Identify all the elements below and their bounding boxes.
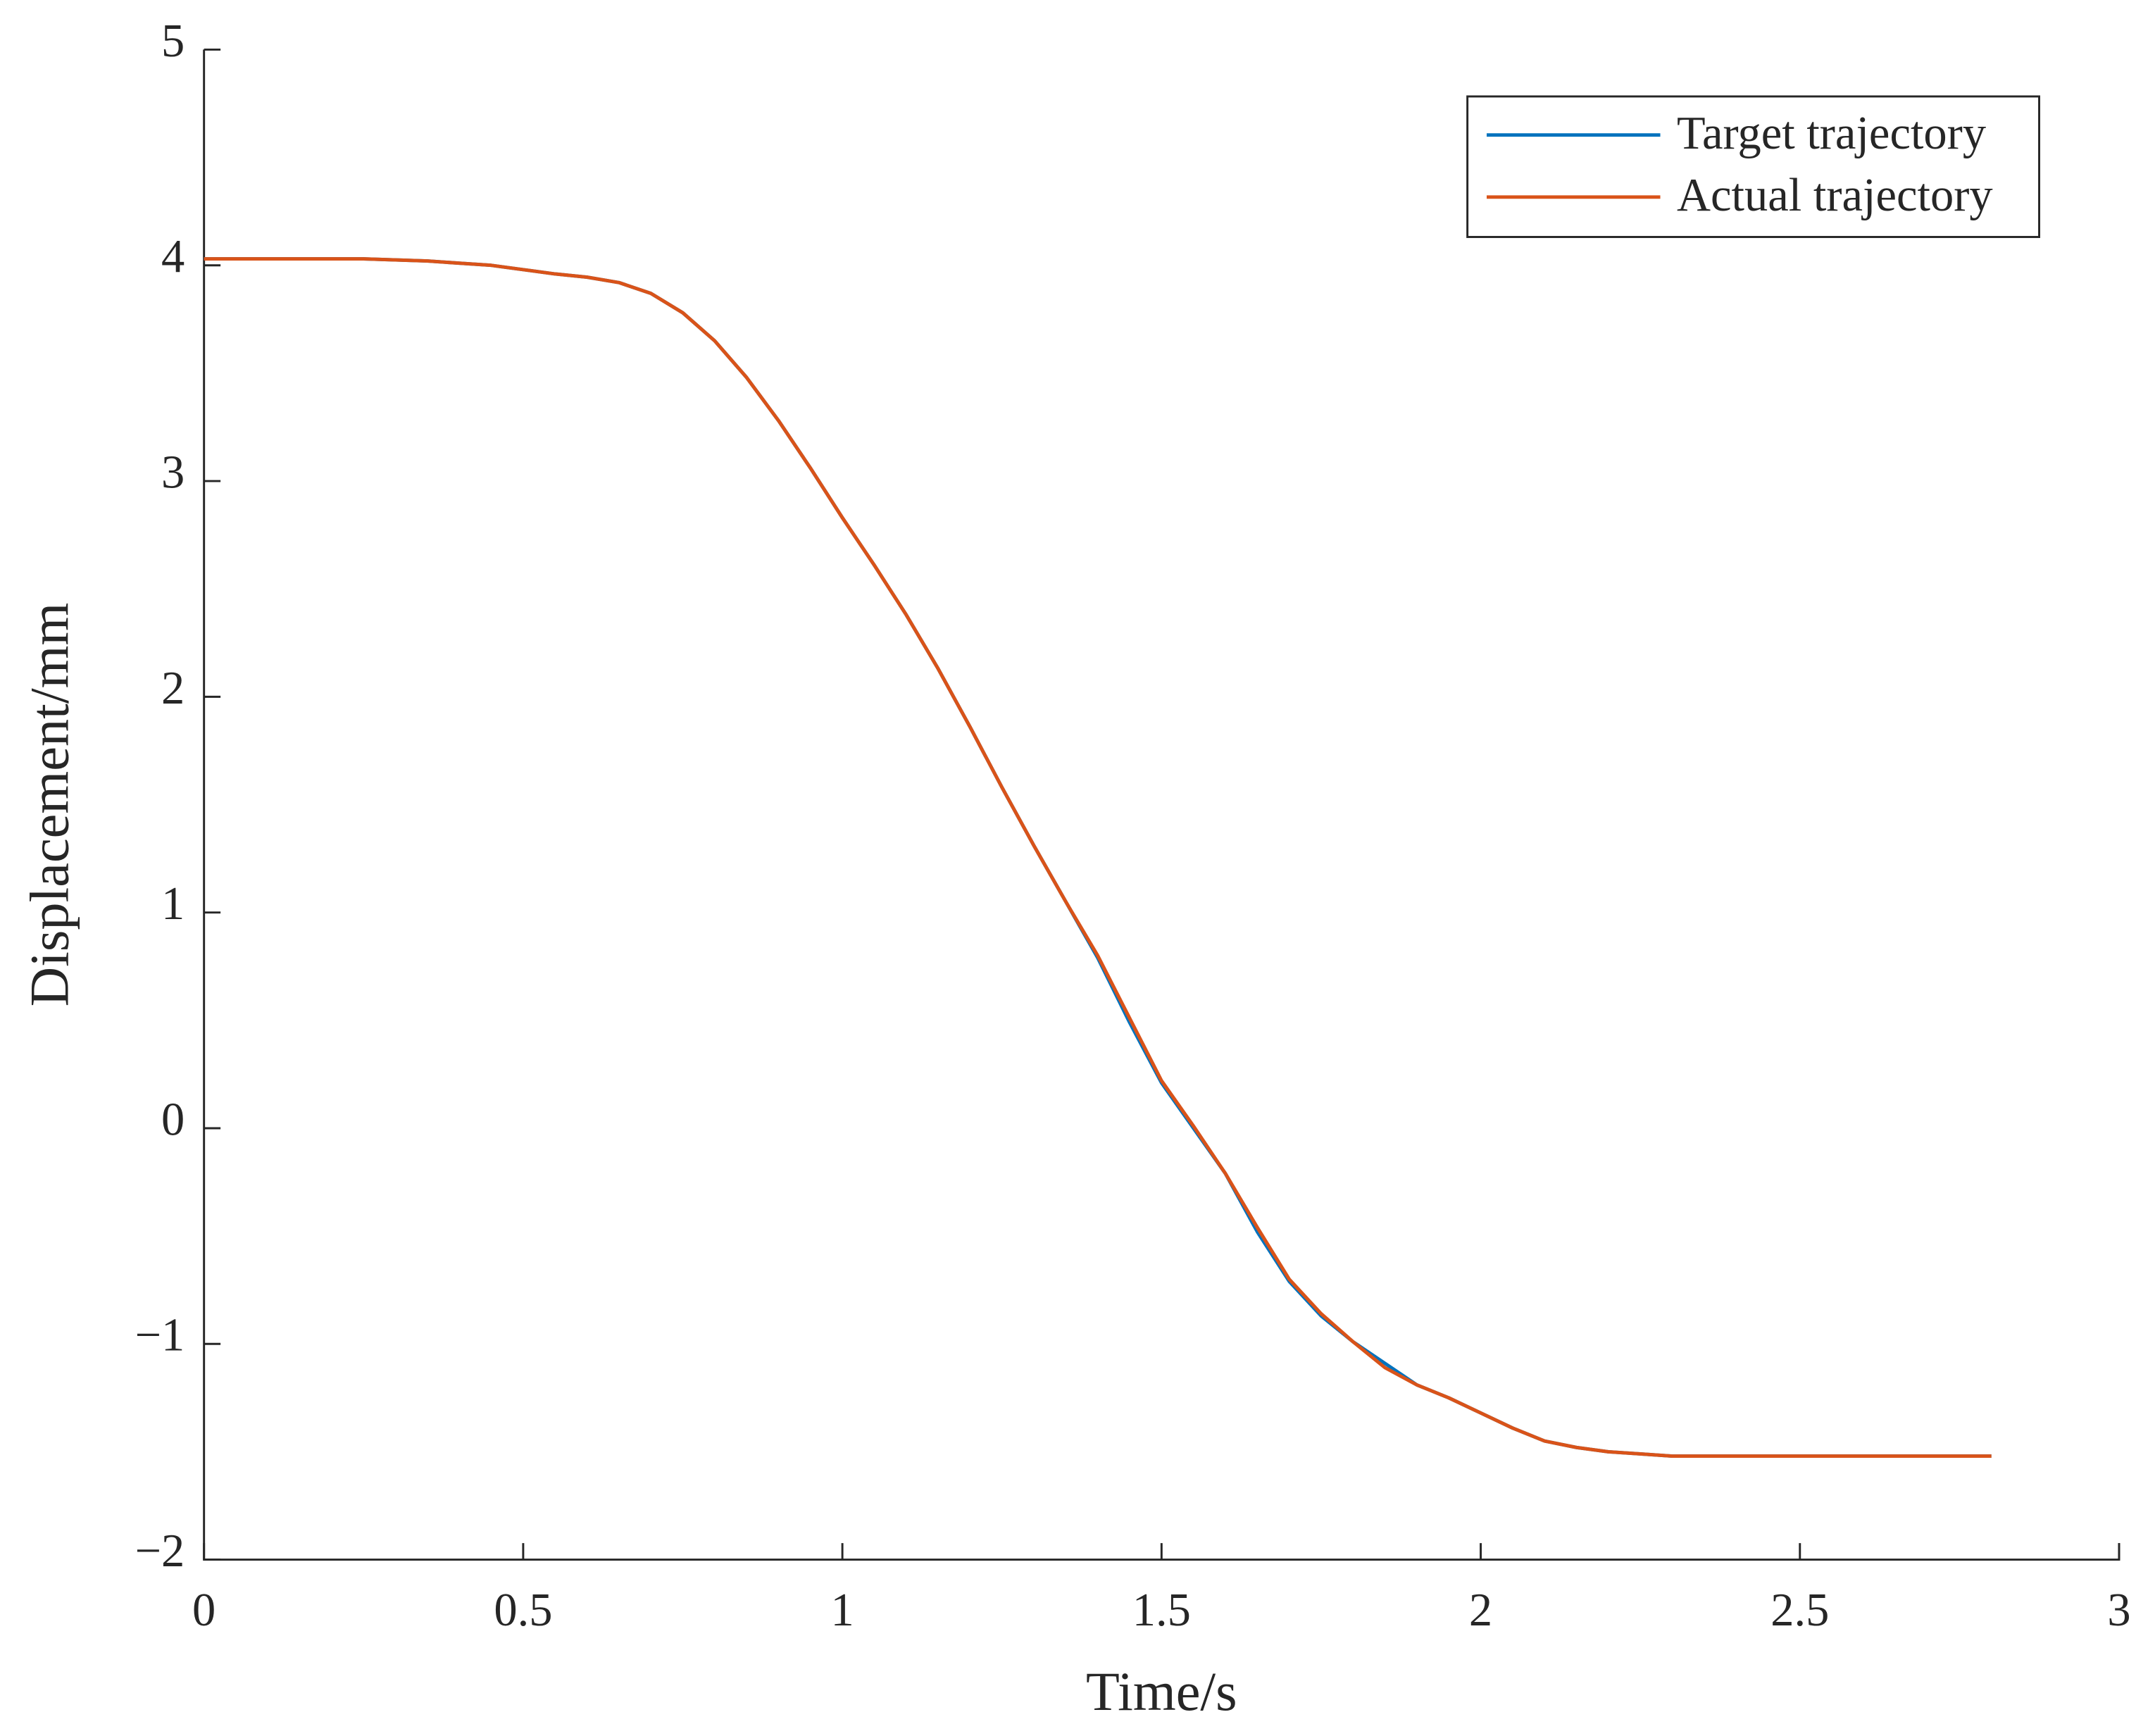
- data-line: [204, 257, 1992, 1459]
- data-line: [204, 257, 1992, 1459]
- x-tick-label: 1: [830, 1585, 854, 1636]
- legend-label: Actual trajectory: [1677, 170, 1993, 221]
- x-tick-label: 1.5: [1132, 1585, 1191, 1636]
- x-tick-label: 2: [1469, 1585, 1492, 1636]
- y-axis-label: Displacement/mm: [18, 603, 80, 1007]
- y-tick-label: 0: [161, 1094, 185, 1145]
- y-tick-label: 2: [161, 663, 185, 714]
- y-tick-label: −1: [135, 1310, 185, 1361]
- legend-box: [1466, 95, 2040, 238]
- y-tick-label: 4: [161, 231, 185, 282]
- y-tick-label: 1: [161, 878, 185, 930]
- x-tick-label: 0.5: [494, 1585, 552, 1636]
- y-tick-label: 5: [161, 15, 185, 67]
- axes: [203, 49, 2120, 1561]
- y-tick-label: −2: [135, 1525, 185, 1577]
- x-tick-label: 2.5: [1770, 1585, 1829, 1636]
- x-tick-label: 0: [192, 1585, 216, 1636]
- y-tick-label: 3: [161, 447, 185, 498]
- x-axis-label: Time/s: [1086, 1661, 1237, 1722]
- x-tick-label: 3: [2107, 1585, 2130, 1636]
- legend-label: Target trajectory: [1677, 108, 1986, 159]
